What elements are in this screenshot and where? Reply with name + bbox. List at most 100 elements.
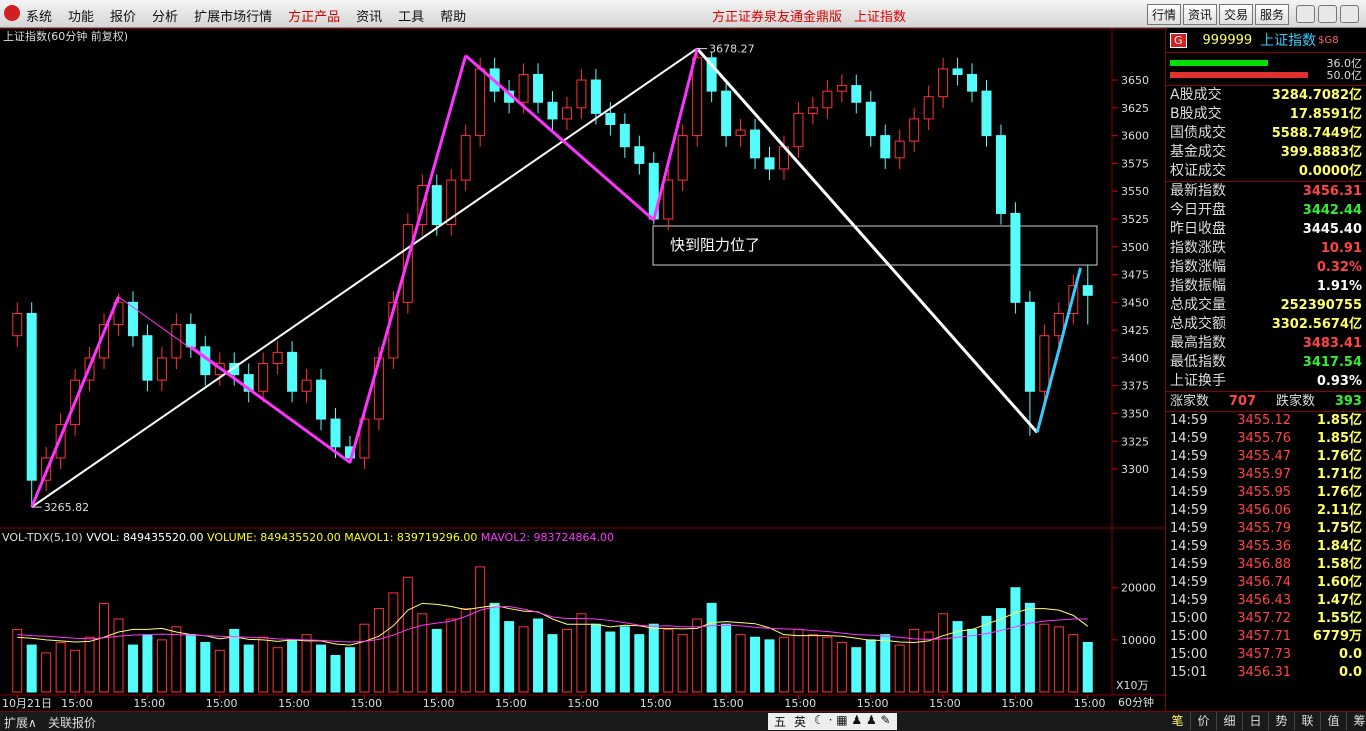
volume-bar (721, 623, 732, 693)
candle-body (359, 418, 370, 459)
volume-bar (836, 641, 847, 693)
menu-item[interactable]: 扩展市场行情 (194, 10, 273, 25)
right-tab[interactable]: 笔 (1165, 712, 1191, 730)
indicator-text: MAVOL2: 983724864.00 (481, 531, 614, 544)
y-tick-label: 10000 (1121, 634, 1156, 647)
menu-item[interactable]: 报价 (110, 10, 137, 25)
note: 快到阻力位了 (670, 236, 760, 254)
volume-bar (431, 628, 442, 693)
tab[interactable]: 扩展∧ (4, 716, 37, 730)
tick-time: 15:00 (1170, 647, 1208, 662)
quote-value: 3456.31 (1302, 184, 1362, 199)
quote-value: 0.32% (1316, 260, 1362, 275)
menu-item[interactable]: 系统 (26, 10, 53, 25)
right-tab[interactable]: 值 (1321, 712, 1347, 730)
tool[interactable]: 英 (794, 715, 807, 729)
volume-bar (41, 652, 52, 693)
minimize[interactable] (1296, 5, 1315, 23)
right-tab[interactable]: 势 (1269, 712, 1295, 730)
quote-header: G 999999 上证指数 $G8 (1166, 28, 1366, 53)
menu-item[interactable]: 功能 (68, 10, 95, 25)
indicator-text: VVOL: 849435520.00 (86, 531, 203, 544)
tool[interactable]: 五 (774, 715, 787, 729)
tick-volume: 0.0 (1338, 647, 1362, 662)
quote-value: 0.0000亿 (1298, 164, 1362, 179)
menu-item[interactable]: 资讯 (356, 10, 383, 25)
volume-bar (880, 634, 891, 693)
quote-value: 17.8591亿 (1289, 107, 1362, 122)
candle-body (272, 351, 283, 364)
tab[interactable]: 关联报价 (48, 716, 97, 730)
menu-item[interactable]: 分析 (152, 10, 179, 25)
tick-price: 3456.74 (1237, 575, 1291, 590)
menu-item[interactable]: 帮助 (440, 10, 467, 25)
volume-bar (692, 618, 703, 693)
quote-row: 昨日收盘 3445.40 (1166, 220, 1366, 239)
code: 999999 (1202, 32, 1253, 48)
right-tab[interactable]: 联 (1295, 712, 1321, 730)
volume-bar (258, 636, 269, 693)
volume-bar (185, 634, 196, 693)
top-button[interactable]: 行情 (1147, 4, 1182, 25)
tick-volume: 2.11亿 (1316, 503, 1362, 518)
quote-row: 最高指数 3483.41 (1166, 334, 1366, 353)
menu-item[interactable]: 工具 (398, 10, 425, 25)
tick-volume: 1.84亿 (1316, 539, 1362, 554)
volume-bar (547, 634, 558, 693)
trend-line (189, 345, 351, 464)
quote-row: 总成交额 3302.5674亿 (1166, 315, 1366, 334)
quote-label: 上证换手 (1170, 373, 1226, 389)
volume-bar (316, 644, 327, 693)
y-tick-label: 3350 (1121, 408, 1149, 421)
tick-time: 15:01 (1170, 665, 1208, 680)
quote-row: 指数振幅 1.91% (1166, 277, 1366, 296)
candle-body (605, 112, 616, 125)
right-tab[interactable]: 筹 (1347, 712, 1366, 730)
tick-volume: 6779万 (1312, 629, 1362, 644)
candle-body (1024, 301, 1035, 392)
badge: G (1170, 32, 1187, 48)
volume-bar (995, 608, 1006, 693)
volume-bar (344, 647, 355, 693)
candle-body (967, 73, 978, 92)
close[interactable] (1340, 5, 1359, 23)
volume-bar (26, 644, 37, 693)
tick-row: 14:59 3455.36 1.84亿 (1166, 538, 1366, 556)
candle-body (55, 424, 66, 459)
candle-body (995, 135, 1006, 214)
volume-bar (648, 623, 659, 693)
candle-body (938, 68, 949, 98)
right-tab[interactable]: 日 (1243, 712, 1269, 730)
candle-body (1082, 285, 1093, 296)
top-button[interactable]: 资讯 (1183, 4, 1218, 25)
volume-bar (764, 639, 775, 693)
tick-price: 3456.43 (1237, 593, 1291, 608)
tool-icons[interactable]: ☾ · ▦ ♟ ♟ ✎ (814, 713, 891, 727)
tick-row: 15:01 3456.31 0.0 (1166, 664, 1366, 682)
top-button[interactable]: 服务 (1255, 4, 1290, 25)
volume-bar (981, 615, 992, 693)
quote-label: 基金成交 (1170, 144, 1226, 160)
quote-label: 最新指数 (1170, 183, 1226, 199)
top-button[interactable]: 交易 (1219, 4, 1254, 25)
right-tab[interactable]: 价 (1191, 712, 1217, 730)
y-tick-label: 20000 (1121, 582, 1156, 595)
tick-time: 14:59 (1170, 593, 1208, 608)
restore[interactable] (1318, 5, 1337, 23)
quote-value: 3302.5674亿 (1271, 317, 1362, 332)
menu-item[interactable]: 方正产品 (288, 10, 341, 25)
right-tab[interactable]: 细 (1217, 712, 1243, 730)
volume-bar (735, 634, 746, 693)
tick-row: 14:59 3455.12 1.85亿 (1166, 412, 1366, 430)
volume-bar (504, 621, 515, 693)
volume-bar (923, 631, 934, 693)
quote-row: 基金成交 399.8883亿 (1166, 143, 1366, 162)
volume-bar (489, 602, 500, 693)
candle-body (909, 118, 920, 142)
quote-row: 上证换手 0.93% (1166, 372, 1366, 392)
volume-bar (84, 636, 95, 693)
trend-line (31, 47, 698, 508)
volume-bar (200, 641, 211, 693)
x-tick-label: 15:00 (423, 697, 455, 710)
quote-value: 3445.40 (1302, 222, 1362, 237)
